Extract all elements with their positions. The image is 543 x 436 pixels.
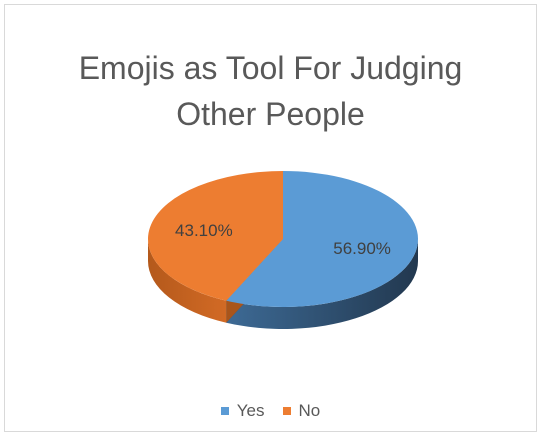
legend-item-yes: Yes bbox=[220, 401, 265, 421]
chart-legend: Yes No bbox=[5, 401, 536, 421]
chart-title-line-1: Emojis as Tool For Judging bbox=[78, 50, 463, 86]
legend-swatch-no bbox=[282, 407, 291, 415]
pie-slice-yes bbox=[226, 171, 418, 307]
chart-title: Emojis as Tool For Judging Other People bbox=[5, 45, 536, 137]
legend-label-yes: Yes bbox=[236, 401, 265, 420]
legend-swatch-yes bbox=[220, 407, 229, 415]
chart-area: Emojis as Tool For Judging Other People … bbox=[4, 4, 537, 432]
chart-title-line-2: Other People bbox=[176, 96, 365, 132]
pie-slice-side-yes bbox=[226, 239, 419, 329]
pie-chart: 56.90% 43.10% bbox=[147, 171, 419, 329]
legend-label-no: No bbox=[298, 401, 321, 420]
legend-item-no: No bbox=[282, 401, 321, 421]
pie-label-no: 43.10% bbox=[175, 221, 233, 240]
pie-slice-no bbox=[147, 171, 283, 301]
pie-slice-side-no bbox=[148, 239, 227, 323]
pie-label-yes: 56.90% bbox=[333, 239, 391, 258]
